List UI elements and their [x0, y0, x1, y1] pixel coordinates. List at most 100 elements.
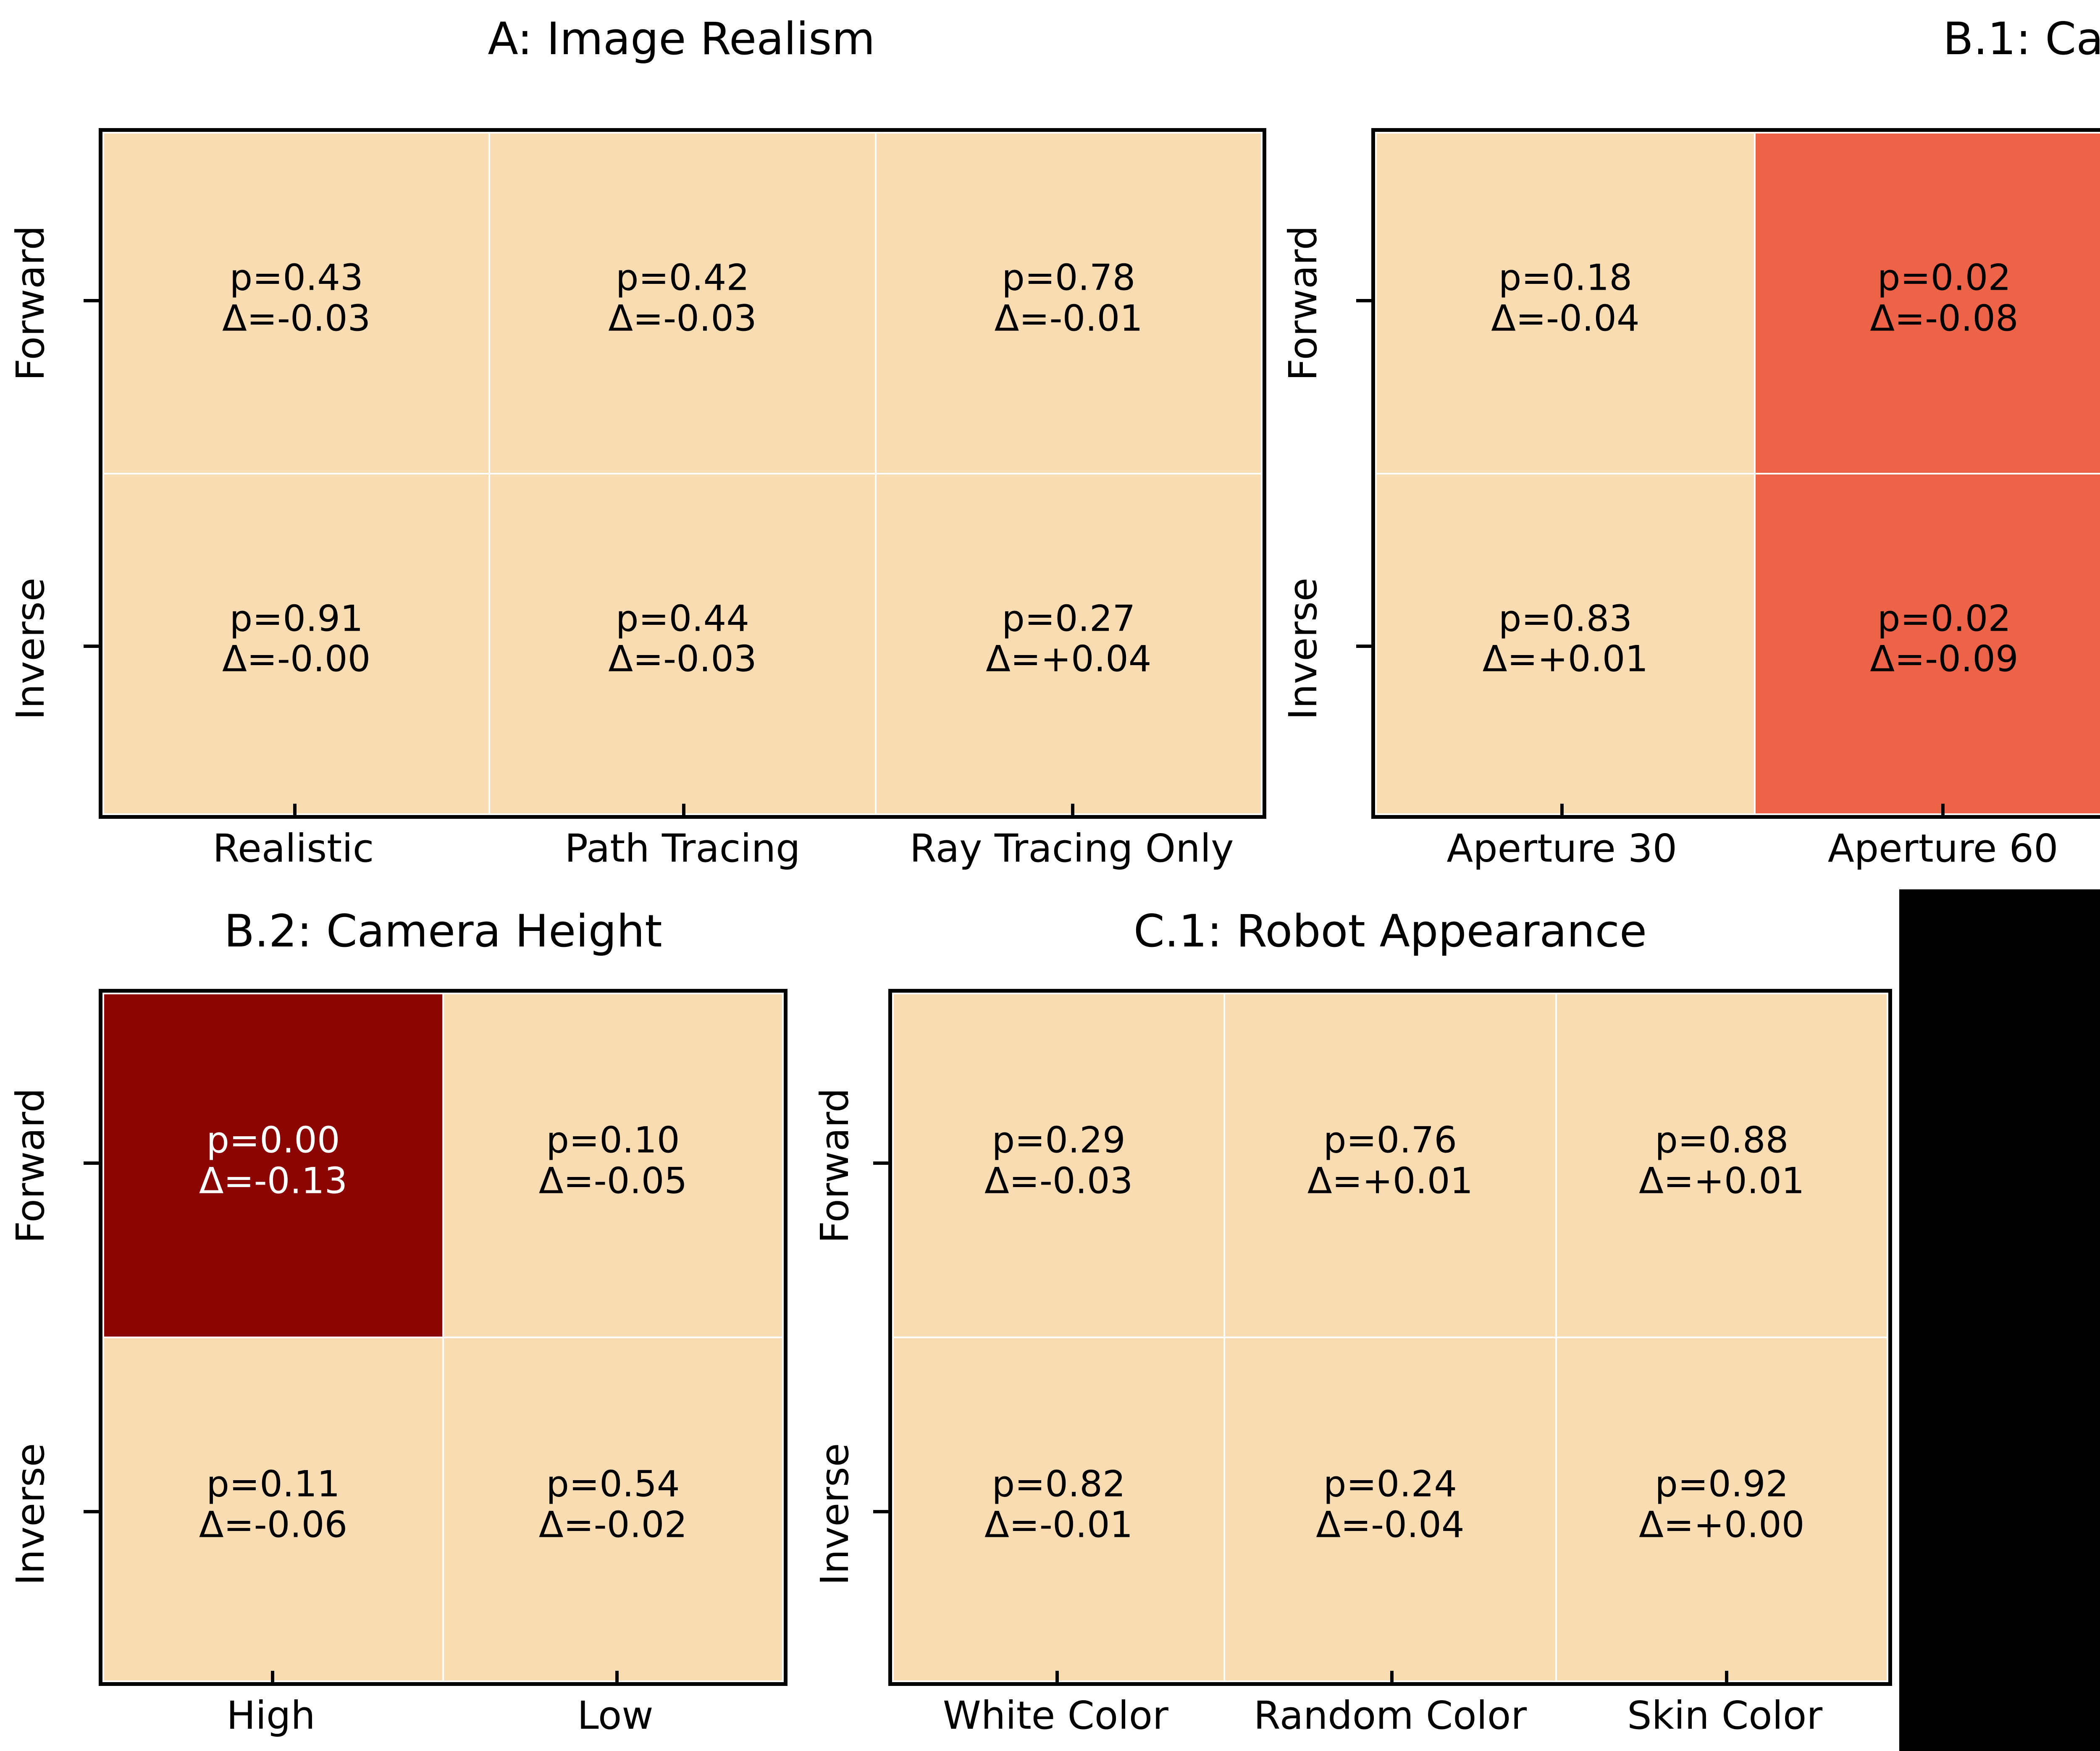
cell-pvalue: p=0.92 — [1655, 1463, 1789, 1505]
heatmap-cell: p=0.54 Δ=-0.02 — [442, 1337, 784, 1682]
panel-b1-heatmap: p=0.18Δ=-0.04p=0.02Δ=-0.08p=0.00Δ=-0.12p… — [1371, 128, 2100, 819]
heatmap-cell: p=0.78 Δ=-0.01 — [874, 132, 1263, 474]
cell-delta: Δ=-0.01 — [994, 297, 1143, 340]
panel-b2-title: B.2: Camera Height — [224, 905, 662, 957]
cell-pvalue: p=0.83 — [1498, 598, 1633, 640]
cell-pvalue: p=0.10 — [546, 1119, 680, 1161]
panel-b2-heatmap: p=0.00 Δ=-0.13 p=0.10 Δ=-0.05 p=0.11 Δ=-0.06 p… — [99, 989, 788, 1686]
cell-pvalue: p=0.02 — [1877, 257, 2011, 299]
panel-a-ylabel-forward: Forward — [8, 225, 53, 381]
panel-c1-xlabel-1: Random Color — [1253, 1693, 1527, 1738]
panel-c1-xtick-1 — [1390, 1671, 1394, 1686]
heatmap-cell: p=0.43 Δ=-0.03 — [102, 132, 491, 474]
heatmap-cell: p=0.10 Δ=-0.05 — [442, 993, 784, 1338]
panel-c1-ytick-forward — [873, 1161, 888, 1165]
panel-c1-ylabel-inverse: Inverse — [812, 1443, 857, 1586]
heatmap-cell: p=0.18 Δ=-0.04 — [1375, 132, 1756, 474]
heatmap-cell: p=0.82 Δ=-0.01 — [892, 1337, 1226, 1682]
cell-pvalue: p=0.27 — [1002, 598, 1136, 640]
cell-delta: Δ=+0.00 — [1639, 1503, 1805, 1546]
cell-delta: Δ=-0.03 — [608, 297, 757, 340]
panel-c1-xtick-2 — [1725, 1671, 1728, 1686]
cell-delta: Δ=-0.06 — [199, 1503, 348, 1546]
cell-pvalue: p=0.42 — [615, 257, 750, 299]
panel-c1-ylabel-forward: Forward — [812, 1088, 857, 1243]
cell-pvalue: p=0.18 — [1498, 257, 1633, 299]
heatmap-cell: p=0.11 Δ=-0.06 — [102, 1337, 444, 1682]
cell-delta: Δ=-0.03 — [984, 1159, 1133, 1202]
panel-a-x-axis: Realistic Path Tracing Ray Tracing Only — [99, 829, 1266, 868]
cell-delta: Δ=+0.01 — [1639, 1159, 1805, 1202]
panel-b2-ytick-inverse — [84, 1510, 99, 1513]
panel-a-ylabel-inverse: Inverse — [8, 577, 53, 720]
cell-pvalue: p=0.82 — [992, 1463, 1126, 1505]
cell-delta: Δ=-0.04 — [1316, 1503, 1465, 1546]
cell-pvalue: p=0.54 — [546, 1463, 680, 1505]
panel-c1-xtick-0 — [1055, 1671, 1059, 1686]
panel-b1-ytick-inverse — [1356, 645, 1371, 648]
panel-a-xlabel-0: Realistic — [213, 826, 374, 871]
cell-delta: Δ=+0.01 — [1482, 638, 1648, 680]
panel-a-ytick-forward — [84, 299, 99, 302]
panel-a-xlabel-1: Path Tracing — [564, 826, 801, 871]
heatmap-cell: p=0.27 Δ=+0.04 — [874, 472, 1263, 815]
heatmap-cell: p=0.02 Δ=-0.08 — [1754, 132, 2100, 474]
heatmap-cell: p=0.00 Δ=-0.13 — [102, 993, 444, 1338]
panel-c1-ytick-inverse — [873, 1510, 888, 1513]
heatmap-cell: p=0.02 Δ=-0.09 — [1754, 472, 2100, 815]
cell-delta: Δ=-0.03 — [608, 638, 757, 680]
cell-pvalue: p=0.76 — [1323, 1119, 1457, 1161]
panel-b2-ytick-forward — [84, 1161, 99, 1165]
cell-delta: Δ=-0.08 — [1870, 297, 2019, 340]
panel-b2-xtick-0 — [271, 1671, 274, 1686]
panel-a-xtick-2 — [1071, 804, 1074, 819]
cell-delta: Δ=-0.02 — [538, 1503, 688, 1546]
heatmap-cell: p=0.83 Δ=+0.01 — [1375, 472, 1756, 815]
panel-b1-xlabel-1: Aperture 60 — [1827, 826, 2058, 871]
cell-delta: Δ=+0.01 — [1307, 1159, 1473, 1202]
cell-pvalue: p=0.00 — [206, 1119, 340, 1161]
panel-c1-xlabel-2: Skin Color — [1627, 1693, 1823, 1738]
panel-b2-xlabel-0: High — [226, 1693, 315, 1738]
panel-b2-ylabel-inverse: Inverse — [8, 1443, 53, 1586]
panel-a-heatmap: p=0.43 Δ=-0.03 p=0.42 Δ=-0.03 p=0.78 Δ=-0.01 p… — [99, 128, 1266, 819]
panel-a-ytick-inverse — [84, 645, 99, 648]
cell-pvalue: p=0.11 — [206, 1463, 340, 1505]
cell-pvalue: p=0.02 — [1877, 598, 2011, 640]
cell-delta: Δ=-0.01 — [984, 1503, 1133, 1546]
panel-b1-ylabel-inverse: Inverse — [1281, 577, 1326, 720]
heatmap-cell: p=0.91 Δ=-0.00 — [102, 472, 491, 815]
cell-pvalue: p=0.29 — [992, 1119, 1126, 1161]
cell-delta: Δ=-0.05 — [538, 1159, 688, 1202]
cell-pvalue: p=0.78 — [1002, 257, 1136, 299]
cell-delta: Δ=+0.04 — [986, 638, 1152, 680]
cell-pvalue: p=0.24 — [1323, 1463, 1457, 1505]
cell-delta: Δ=-0.00 — [222, 638, 371, 680]
panel-b1-xlabel-0: Aperture 30 — [1446, 826, 1677, 871]
panel-c1-heatmap: p=0.29 Δ=-0.03 p=0.76 Δ=+0.01 p=0.88 Δ=+0.01 p… — [888, 989, 1892, 1686]
panel-b2-ylabel-forward: Forward — [8, 1088, 53, 1243]
panel-a-y-axis: Forward Inverse — [0, 128, 99, 819]
cell-pvalue: p=0.43 — [229, 257, 363, 299]
cell-delta: Δ=-0.03 — [222, 297, 371, 340]
heatmap-cell: p=0.92 Δ=+0.00 — [1555, 1337, 1888, 1682]
panel-b1-ylabel-forward: Forward — [1281, 225, 1326, 381]
heatmap-cell: p=0.76 Δ=+0.01 — [1223, 993, 1557, 1338]
panel-b1-ytick-forward — [1356, 299, 1371, 302]
cell-pvalue: p=0.44 — [615, 598, 750, 640]
heatmap-cell: p=0.29 Δ=-0.03 — [892, 993, 1226, 1338]
panel-b2-xtick-1 — [615, 1671, 619, 1686]
panel-b1-camera-fov: B.1: Camera FOV p=0.18Δ=-0.04p=0.02Δ=-0.… — [1281, 0, 2100, 890]
panel-c1-robot-appearance: C.1: Robot Appearance p=0.29 Δ=-0.03 p=0.7… — [812, 890, 1896, 1751]
panel-b1-title: B.1: Camera FOV — [1943, 13, 2100, 65]
panel-b1-x-axis: Aperture 30 Aperture 60 Aperture 80 Fish… — [1371, 829, 2100, 868]
panel-b1-xtick-1 — [1941, 804, 1945, 819]
panel-b2-x-axis: High Low — [99, 1696, 788, 1735]
panel-b1-xtick-0 — [1560, 804, 1564, 819]
panel-a-image-realism: A: Image Realism p=0.43 Δ=-0.03 p=0.42 Δ=-0… — [0, 0, 1344, 890]
panel-b2-camera-height: B.2: Camera Height p=0.00 Δ=-0.13 p=0.10 Δ=… — [0, 890, 823, 1751]
black-occlusion-region — [1899, 889, 2100, 1751]
panel-a-title: A: Image Realism — [488, 13, 875, 65]
cell-pvalue: p=0.88 — [1655, 1119, 1789, 1161]
